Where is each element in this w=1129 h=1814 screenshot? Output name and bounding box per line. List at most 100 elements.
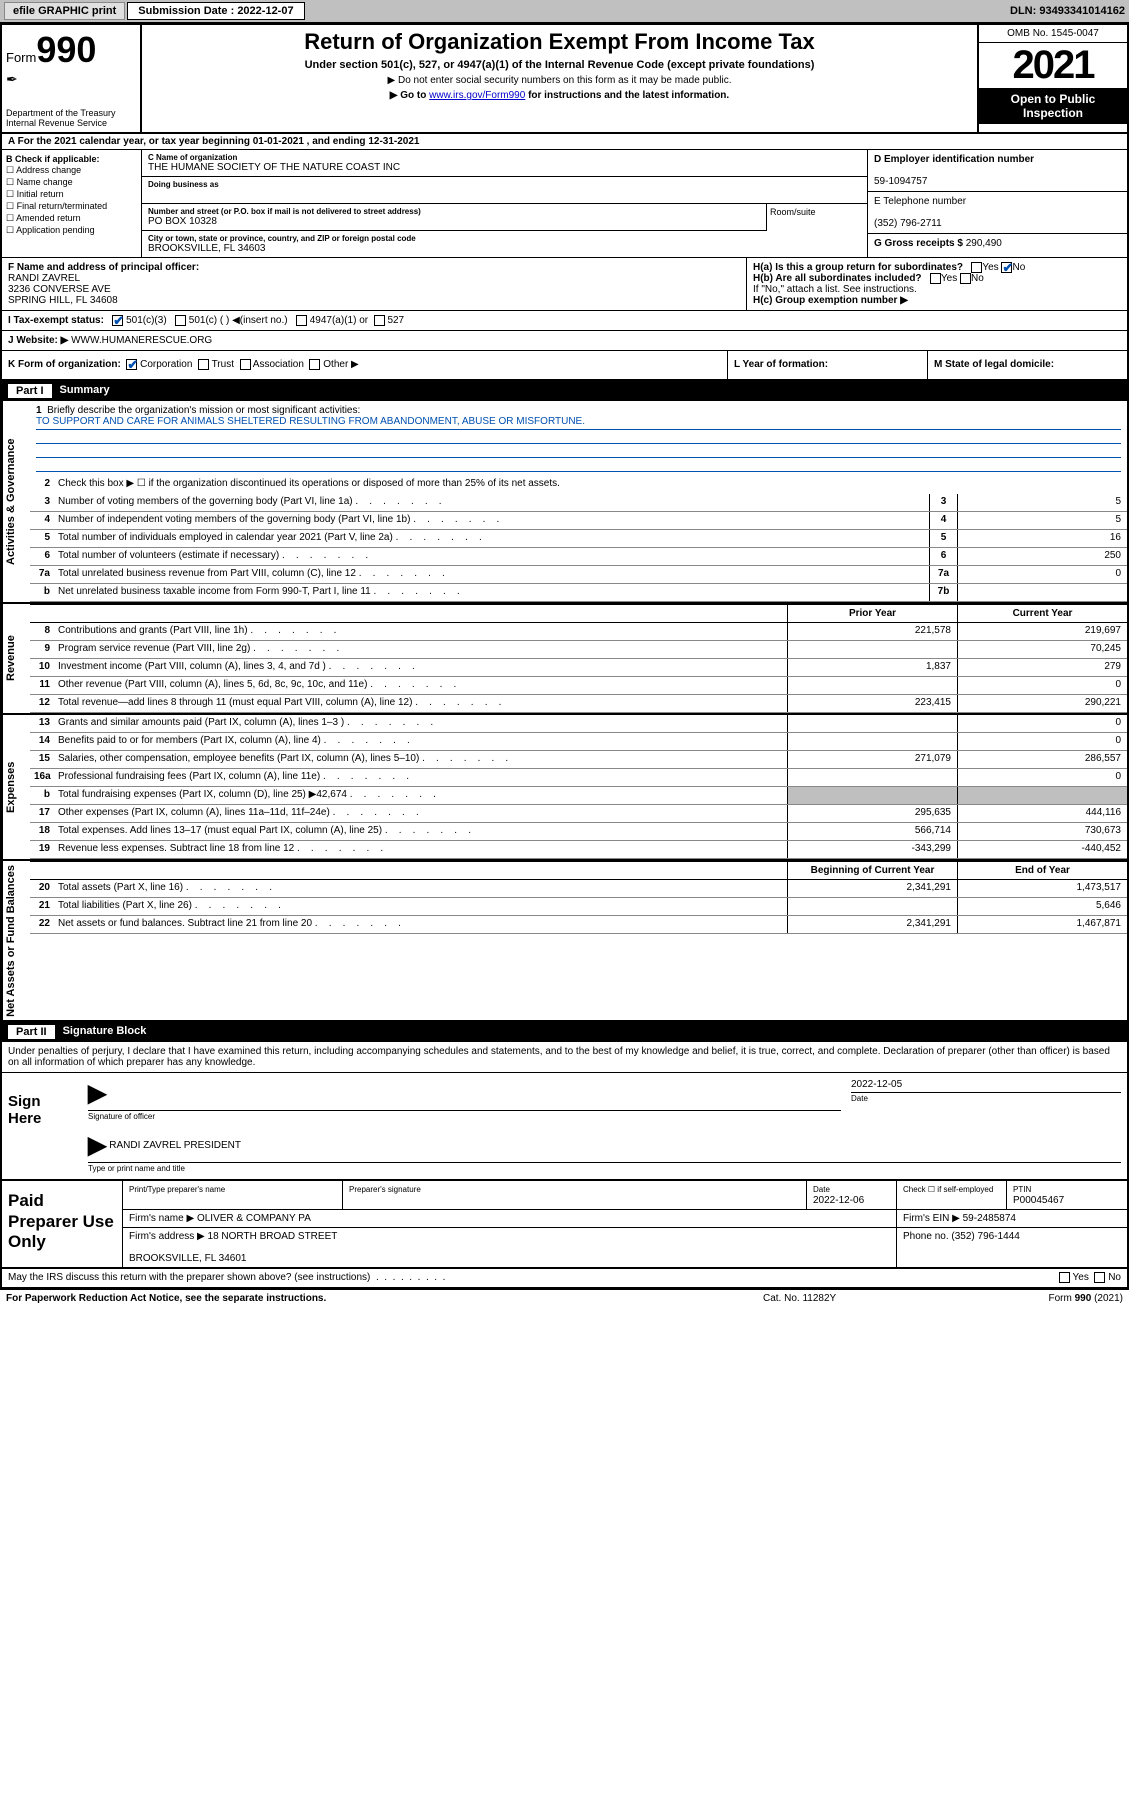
cb-501c[interactable] (175, 315, 186, 326)
public-inspection: Open to Public Inspection (979, 88, 1127, 124)
org-name-label: C Name of organization (148, 153, 861, 162)
sign-arrow-icon: ▶ (88, 1080, 106, 1107)
line-7a: 7a Total unrelated business revenue from… (30, 566, 1127, 584)
pt-date: 2022-12-06 (813, 1195, 864, 1206)
form-990: Form990 ✒ Department of the Treasury Int… (0, 23, 1129, 1290)
sign-here-label: Sign Here (2, 1073, 82, 1179)
ptin-label: PTIN (1013, 1185, 1031, 1194)
date-label: Date (851, 1092, 1121, 1103)
ptin-value: P00045467 (1013, 1195, 1064, 1206)
irs-label: Internal Revenue Service (6, 118, 136, 128)
addr-label: Number and street (or P.O. box if mail i… (148, 207, 760, 216)
line-3: 3 Number of voting members of the govern… (30, 494, 1127, 512)
form-header: Form990 ✒ Department of the Treasury Int… (2, 25, 1127, 134)
end-year-hdr: End of Year (957, 862, 1127, 879)
pt-date-label: Date (813, 1185, 830, 1194)
cb-501c3[interactable] (112, 315, 123, 326)
line-18: 18 Total expenses. Add lines 13–17 (must… (30, 823, 1127, 841)
check-applicable-label: B Check if applicable: (6, 154, 100, 164)
goto-note: ▶ Go to www.irs.gov/Form990 for instruct… (146, 90, 973, 101)
summary-revenue: Revenue Prior YearCurrent Year 8 Contrib… (2, 604, 1127, 715)
line-b: b Total fundraising expenses (Part IX, c… (30, 787, 1127, 805)
cb-address-change[interactable]: ☐ Address change (6, 165, 137, 176)
line-14: 14 Benefits paid to or for members (Part… (30, 733, 1127, 751)
dept-treasury: Department of the Treasury (6, 108, 136, 118)
ssn-note: ▶ Do not enter social security numbers o… (146, 75, 973, 86)
firm-addr-label: Firm's address ▶ (129, 1231, 205, 1242)
cb-trust[interactable] (198, 359, 209, 370)
cb-name-change[interactable]: ☐ Name change (6, 177, 137, 188)
officer-name: RANDI ZAVREL (8, 273, 80, 284)
line-19: 19 Revenue less expenses. Subtract line … (30, 841, 1127, 859)
line-20: 20 Total assets (Part X, line 16) 2,341,… (30, 880, 1127, 898)
line-15: 15 Salaries, other compensation, employe… (30, 751, 1127, 769)
vtab-expenses: Expenses (2, 715, 30, 859)
cb-app-pending[interactable]: ☐ Application pending (6, 225, 137, 236)
line-21: 21 Total liabilities (Part X, line 26) 5… (30, 898, 1127, 916)
sig-officer-label: Signature of officer (88, 1110, 841, 1121)
hb-no[interactable] (960, 273, 971, 284)
pt-name-label: Print/Type preparer's name (129, 1185, 225, 1194)
ein-label: D Employer identification number (874, 154, 1034, 165)
may-yes[interactable] (1059, 1272, 1070, 1283)
irs-link[interactable]: www.irs.gov/Form990 (429, 90, 525, 101)
form-subtitle: Under section 501(c), 527, or 4947(a)(1)… (146, 59, 973, 71)
firm-ein: 59-2485874 (963, 1213, 1016, 1224)
dba-label: Doing business as (148, 180, 861, 189)
gross-receipts-value: 290,490 (966, 238, 1002, 249)
firm-addr1: 18 NORTH BROAD STREET (208, 1231, 338, 1242)
section-f-h: F Name and address of principal officer:… (2, 258, 1127, 311)
line-6: 6 Total number of volunteers (estimate i… (30, 548, 1127, 566)
form-prefix: Form (6, 50, 36, 65)
dln-label: DLN: 93493341014162 (1010, 5, 1125, 17)
ha-no[interactable] (1001, 262, 1012, 273)
website-value: WWW.HUMANERESCUE.ORG (71, 335, 212, 346)
may-no[interactable] (1094, 1272, 1105, 1283)
city-value: BROOKSVILLE, FL 34603 (148, 243, 861, 254)
line-17: 17 Other expenses (Part IX, column (A), … (30, 805, 1127, 823)
officer-label: F Name and address of principal officer: (8, 262, 199, 273)
row-a-period: A For the 2021 calendar year, or tax yea… (2, 134, 1127, 150)
cb-other[interactable] (309, 359, 320, 370)
row-k-form-org: K Form of organization: Corporation Trus… (2, 351, 1127, 380)
tax-year: 2021 (979, 43, 1127, 88)
line-16a: 16a Professional fundraising fees (Part … (30, 769, 1127, 787)
line-b: b Net unrelated business taxable income … (30, 584, 1127, 602)
line-8: 8 Contributions and grants (Part VIII, l… (30, 623, 1127, 641)
cb-amended[interactable]: ☐ Amended return (6, 213, 137, 224)
ha-yes[interactable] (971, 262, 982, 273)
mission-text: TO SUPPORT AND CARE FOR ANIMALS SHELTERE… (36, 416, 1121, 430)
room-suite-label: Room/suite (767, 204, 867, 231)
cb-assoc[interactable] (240, 359, 251, 370)
firm-phone: (352) 796-1444 (951, 1231, 1019, 1242)
topbar: efile GRAPHIC print Submission Date : 20… (0, 0, 1129, 23)
beginning-year-hdr: Beginning of Current Year (787, 862, 957, 879)
ein-value: 59-1094757 (874, 176, 927, 187)
pt-self-emp: Check ☐ if self-employed (903, 1185, 993, 1194)
state-domicile-label: M State of legal domicile: (934, 359, 1054, 370)
hb-yes[interactable] (930, 273, 941, 284)
phone-value: (352) 796-2711 (874, 218, 942, 229)
cat-no: Cat. No. 11282Y (763, 1293, 963, 1304)
line-4: 4 Number of independent voting members o… (30, 512, 1127, 530)
goto-post: for instructions and the latest informat… (525, 90, 729, 101)
line-9: 9 Program service revenue (Part VIII, li… (30, 641, 1127, 659)
hc-label: H(c) Group exemption number ▶ (753, 295, 908, 306)
sign-here-block: Sign Here ▶ Signature of officer 2022-12… (2, 1073, 1127, 1181)
cb-final-return[interactable]: ☐ Final return/terminated (6, 201, 137, 212)
efile-print-button[interactable]: efile GRAPHIC print (4, 2, 125, 20)
row-i-exempt-status: I Tax-exempt status: 501(c)(3) 501(c) ( … (2, 311, 1127, 331)
hb-label: H(b) Are all subordinates included? (753, 273, 922, 284)
may-discuss-row: May the IRS discuss this return with the… (2, 1269, 1127, 1287)
cb-initial-return[interactable]: ☐ Initial return (6, 189, 137, 200)
cb-4947[interactable] (296, 315, 307, 326)
gross-receipts-label: G Gross receipts $ (874, 238, 963, 249)
cb-corp[interactable] (126, 359, 137, 370)
part2-header: Part II Signature Block (2, 1022, 1127, 1042)
line-10: 10 Investment income (Part VIII, column … (30, 659, 1127, 677)
officer-addr1: 3236 CONVERSE AVE (8, 284, 111, 295)
form-number: 990 (36, 29, 96, 70)
cb-527[interactable] (374, 315, 385, 326)
part1-header: Part I Summary (2, 381, 1127, 401)
vtab-governance: Activities & Governance (2, 401, 30, 602)
